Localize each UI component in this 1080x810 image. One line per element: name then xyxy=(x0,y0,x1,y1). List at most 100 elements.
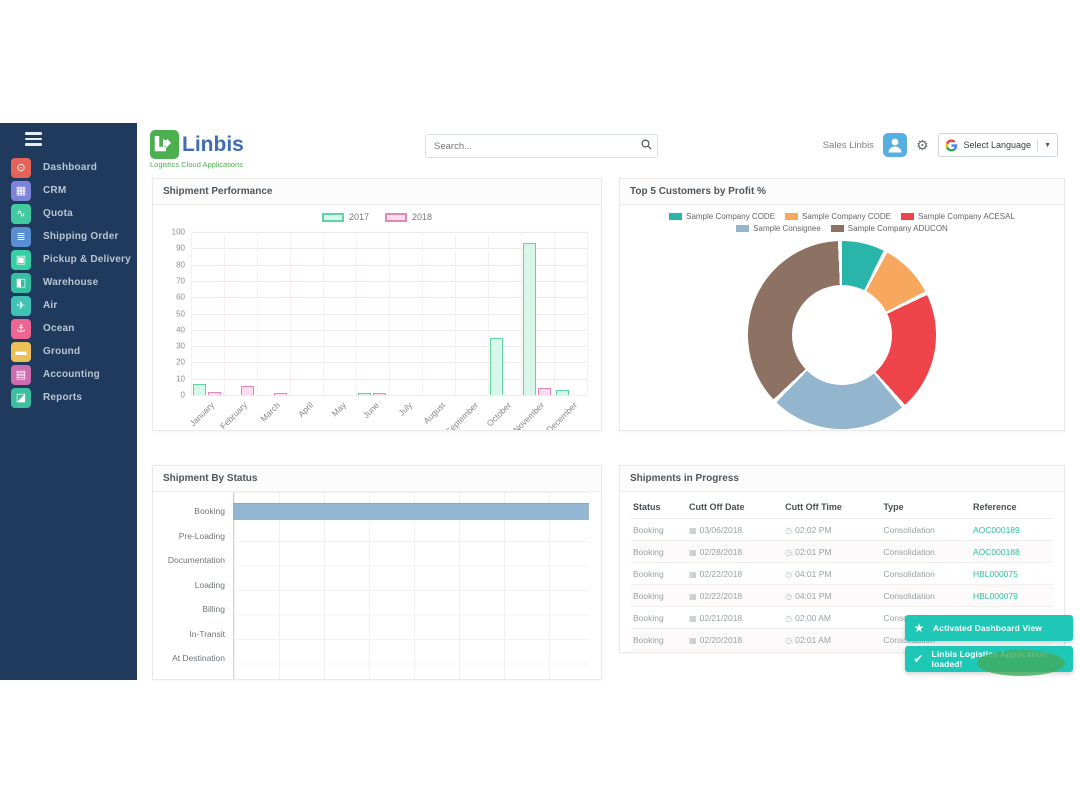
sidebar-item-pickup-delivery[interactable]: ▣ Pickup & Delivery xyxy=(0,248,137,271)
x-axis-tick-label: July xyxy=(396,400,415,418)
legend-label: Sample Consignee xyxy=(753,224,821,233)
bar-2017[interactable] xyxy=(523,243,537,395)
calendar-icon: ▦ xyxy=(689,591,697,601)
legend-swatch xyxy=(321,212,344,222)
bar-2017[interactable] xyxy=(556,390,570,395)
sidebar-item-air[interactable]: ✈ Air xyxy=(0,294,137,317)
column-header[interactable]: Cutt Off Date xyxy=(687,495,784,519)
column-header[interactable]: Status xyxy=(631,495,688,519)
cell-date: ▦ 03/06/2018 xyxy=(687,518,784,541)
search-icon[interactable] xyxy=(635,137,657,155)
bar-2018[interactable] xyxy=(274,393,288,395)
bar-2018[interactable] xyxy=(208,391,222,395)
clock-icon: ◷ xyxy=(785,569,793,579)
y-axis-tick-label: 10 xyxy=(176,374,185,384)
reference-link[interactable]: HBL000075 xyxy=(972,568,1018,579)
cell-status: Booking xyxy=(631,562,688,585)
table-row: Booking ▦ 02/22/2018 ◷ 04:01 PM Consolidation… xyxy=(631,584,1053,607)
reference-link[interactable]: AOC000189 xyxy=(972,524,1020,535)
cursor-highlight-blob xyxy=(977,650,1065,676)
y-axis-tick-label: 90 xyxy=(176,243,185,253)
cell-status: Booking xyxy=(631,518,688,541)
bar-2018[interactable] xyxy=(373,393,387,395)
bar-group xyxy=(488,232,521,395)
bar-group xyxy=(389,232,422,395)
panel-shipment-performance: Shipment Performance 2017 2018 0 10 20 30 40 5… xyxy=(152,178,602,431)
y-axis-tick-label: 0 xyxy=(180,390,185,400)
column-header[interactable]: Cutt Off Time xyxy=(783,495,882,519)
status-label: Pre-Loading xyxy=(178,530,225,541)
status-bar-track xyxy=(233,622,589,647)
legend-item: Sample Consignee xyxy=(736,224,821,233)
status-label: Documentation xyxy=(167,555,225,566)
bar-2017[interactable] xyxy=(193,383,207,395)
sidebar-item-accounting[interactable]: ▤ Accounting xyxy=(0,363,137,386)
y-axis-tick-label: 20 xyxy=(176,357,185,367)
toast-message: Activated Dashboard View xyxy=(933,623,1042,633)
cell-type: Consolidation xyxy=(881,562,971,585)
calendar-icon: ▦ xyxy=(689,613,697,623)
sidebar-item-ground[interactable]: ▬ Ground xyxy=(0,340,137,363)
sidebar-item-warehouse[interactable]: ◧ Warehouse xyxy=(0,271,137,294)
column-header[interactable]: Type xyxy=(881,495,971,519)
gridline xyxy=(290,232,291,395)
cell-reference: HBL000079 xyxy=(970,584,1053,607)
crm-icon: ▦ xyxy=(11,180,31,201)
user-avatar[interactable] xyxy=(882,133,907,157)
bar-2017[interactable] xyxy=(490,337,504,395)
bar-2018[interactable] xyxy=(241,386,255,395)
language-selector[interactable]: Select Language ▼ xyxy=(937,133,1058,157)
bar-2018[interactable] xyxy=(538,387,552,395)
sidebar-item-reports[interactable]: ◪ Reports xyxy=(0,386,137,409)
sidebar-item-shipping-order[interactable]: ≣ Shipping Order xyxy=(0,225,137,248)
sidebar-item-quota[interactable]: ∿ Quota xyxy=(0,202,137,225)
bar-chart-plot: 0 10 20 30 40 50 60 70 80 90 100 January February Mar… xyxy=(172,228,588,430)
sidebar-item-label: Warehouse xyxy=(43,277,99,288)
cell-reference: HBL000075 xyxy=(970,562,1053,585)
gridline xyxy=(521,232,522,395)
reference-link[interactable]: HBL000079 xyxy=(972,590,1018,601)
sidebar-item-label: Dashboard xyxy=(43,162,98,173)
reports-icon: ◪ xyxy=(11,387,31,408)
status-label: In-Transit xyxy=(189,628,225,639)
sidebar-item-crm[interactable]: ▦ CRM xyxy=(0,179,137,202)
x-axis-tick-label: August xyxy=(421,400,448,426)
status-label: Loading xyxy=(194,579,225,590)
gear-icon[interactable]: ⚙ xyxy=(915,137,929,153)
y-axis-tick-label: 80 xyxy=(176,260,185,270)
status-bar[interactable] xyxy=(233,502,589,520)
panel-title: Shipments in Progress xyxy=(620,466,1064,492)
bar-chart-legend: 2017 2018 xyxy=(153,205,601,222)
menu-toggle-icon[interactable] xyxy=(25,132,42,149)
sidebar-item-label: CRM xyxy=(43,185,67,196)
sidebar-item-dashboard[interactable]: ⊙ Dashboard xyxy=(0,156,137,179)
sidebar-item-ocean[interactable]: ⚓ Ocean xyxy=(0,317,137,340)
cell-time: ◷ 02:01 PM xyxy=(783,540,882,563)
panel-title: Shipment By Status xyxy=(153,466,601,492)
y-axis-tick-label: 30 xyxy=(176,341,185,351)
gridline xyxy=(223,232,225,395)
cell-date: ▦ 02/21/2018 xyxy=(687,606,784,629)
table-row: Booking ▦ 02/22/2018 ◷ 04:01 PM Consolidation… xyxy=(631,562,1053,585)
cell-status: Booking xyxy=(631,628,688,651)
header-user-area: Sales Linbis ⚙ Select Language ▼ xyxy=(823,133,1058,157)
quota-icon: ∿ xyxy=(11,203,31,224)
gridline xyxy=(587,232,588,395)
legend-item: Sample Company CODE xyxy=(785,212,891,221)
donut-legend: Sample Company CODE Sample Company CODE Sa… xyxy=(620,205,1064,233)
gridline xyxy=(256,232,258,395)
table-row: Booking ▦ 03/06/2018 ◷ 02:02 PM Consolidation… xyxy=(631,518,1053,541)
status-bar-track xyxy=(233,548,589,573)
check-icon: ✔ xyxy=(913,652,924,666)
x-axis-tick-label: September xyxy=(443,400,481,431)
search-input[interactable] xyxy=(426,140,635,152)
toast-activated-dashboard[interactable]: ★ Activated Dashboard View xyxy=(905,615,1073,641)
y-axis-tick-label: 70 xyxy=(176,276,185,286)
column-header[interactable]: Reference xyxy=(970,495,1053,519)
star-icon: ★ xyxy=(913,621,925,635)
bar-2017[interactable] xyxy=(358,393,372,395)
gridline xyxy=(191,232,192,395)
reference-link[interactable]: AOC000188 xyxy=(972,546,1020,557)
donut-hole xyxy=(792,285,892,385)
cell-reference: AOC000189 xyxy=(970,518,1053,541)
